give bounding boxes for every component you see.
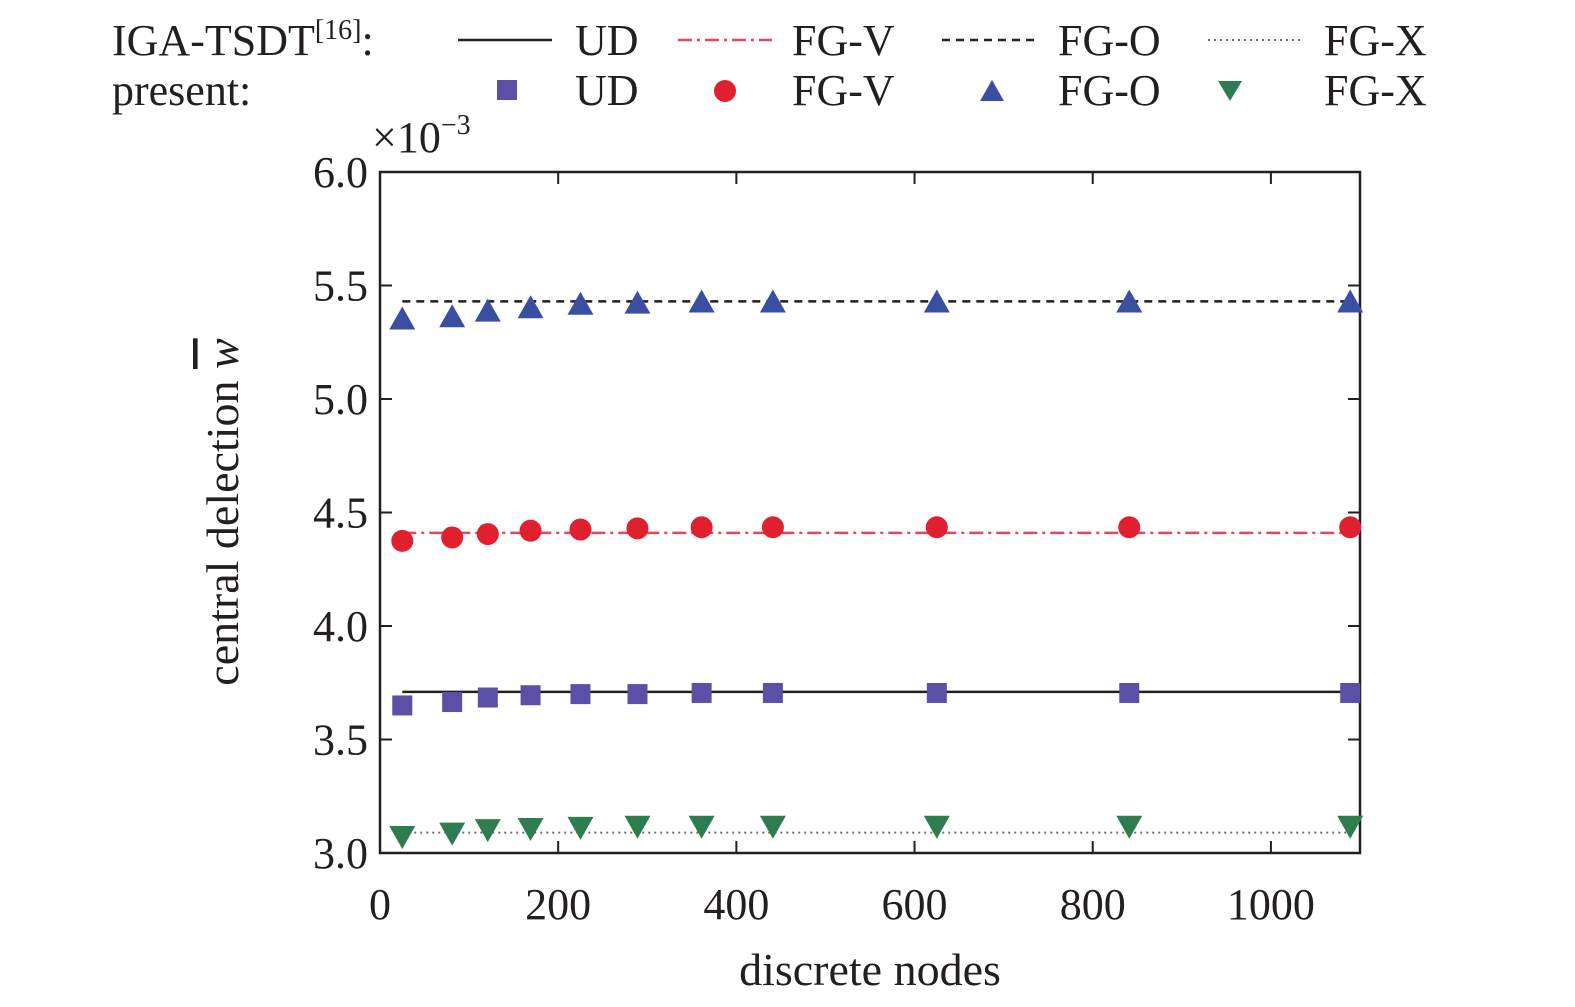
y-axis-symbol: w bbox=[197, 338, 248, 369]
data-point-ud bbox=[477, 687, 498, 708]
data-point-fg-v bbox=[476, 523, 499, 546]
data-point-fg-v bbox=[761, 516, 784, 539]
y-tick-label: 5.0 bbox=[313, 375, 368, 424]
legend-marker-fgo bbox=[980, 80, 1004, 101]
data-point-fg-v bbox=[569, 518, 592, 541]
data-point-ud bbox=[442, 692, 463, 713]
data-point-fg-o bbox=[474, 298, 501, 322]
y-axis-title-text: central delection w bbox=[197, 338, 248, 686]
legend: IGA-TSDT[16]: present: UD FG-V FG-O FG-X… bbox=[112, 15, 1427, 115]
data-point-fg-o bbox=[389, 306, 416, 330]
data-point-fg-x bbox=[389, 825, 416, 849]
plot-frame bbox=[378, 170, 1362, 855]
data-point-fg-v bbox=[441, 526, 464, 549]
data-point-ud bbox=[691, 682, 712, 703]
legend-label-fgv-marker: FG-V bbox=[792, 66, 895, 115]
data-point-ud bbox=[627, 684, 648, 705]
data-point-fg-v bbox=[1118, 516, 1141, 539]
data-point-fg-o bbox=[1116, 289, 1143, 313]
legend-label-fgv-line: FG-V bbox=[792, 16, 895, 65]
legend-row2-title: present: bbox=[112, 66, 251, 115]
legend-label-fgo-line: FG-O bbox=[1058, 16, 1161, 65]
data-point-ud bbox=[1340, 682, 1361, 703]
x-tick-label: 600 bbox=[882, 880, 948, 929]
legend-label-ud-line: UD bbox=[575, 16, 639, 65]
x-tick-label: 400 bbox=[703, 880, 769, 929]
data-point-fg-x bbox=[624, 815, 651, 839]
y-multiplier: ×10−3 bbox=[372, 110, 471, 162]
data-point-ud bbox=[1119, 682, 1140, 703]
data-point-fg-v bbox=[925, 516, 948, 539]
data-point-ud bbox=[926, 682, 947, 703]
x-tick-label: 200 bbox=[525, 880, 591, 929]
data-point-fg-x bbox=[567, 816, 594, 840]
data-point-fg-x bbox=[759, 815, 786, 839]
legend-marker-ud bbox=[497, 80, 517, 100]
data-point-fg-x bbox=[517, 818, 544, 842]
data-point-fg-o bbox=[1337, 289, 1364, 313]
data-point-fg-x bbox=[474, 819, 501, 843]
data-point-ud bbox=[570, 684, 591, 705]
legend-label-fgx-marker: FG-X bbox=[1324, 66, 1427, 115]
data-point-fg-o bbox=[517, 295, 544, 319]
data-point-ud bbox=[392, 695, 413, 716]
data-point-fg-v bbox=[626, 517, 649, 540]
data-point-fg-v bbox=[1339, 516, 1362, 539]
legend-label-fgx-line: FG-X bbox=[1324, 16, 1427, 65]
data-point-ud bbox=[520, 685, 541, 706]
data-point-fg-x bbox=[1337, 815, 1364, 839]
x-tick-label: 800 bbox=[1060, 880, 1126, 929]
legend-marker-fgv bbox=[714, 80, 736, 102]
data-point-fg-v bbox=[690, 516, 713, 539]
data-point-fg-x bbox=[688, 815, 715, 839]
legend-row1-ref: [16] bbox=[315, 15, 362, 46]
y-tick-label: 4.0 bbox=[313, 602, 368, 651]
x-tick-label: 0 bbox=[369, 880, 391, 929]
y-tick-label: 3.0 bbox=[313, 829, 368, 878]
data-point-fg-o bbox=[923, 289, 950, 313]
legend-label-fgo-marker: FG-O bbox=[1058, 66, 1161, 115]
data-point-fg-x bbox=[923, 815, 950, 839]
data-point-fg-x bbox=[439, 822, 466, 846]
y-tick-label: 3.5 bbox=[313, 716, 368, 765]
y-tick-label: 4.5 bbox=[313, 489, 368, 538]
data-point-fg-o bbox=[688, 289, 715, 313]
data-point-fg-o bbox=[759, 289, 786, 313]
data-point-fg-o bbox=[567, 291, 594, 315]
legend-row1-title: IGA-TSDT[16]: bbox=[112, 15, 374, 65]
x-axis-title: discrete nodes bbox=[739, 944, 1001, 995]
legend-marker-fgx bbox=[1218, 81, 1242, 101]
data-point-fg-o bbox=[439, 304, 466, 328]
plot-area: 0 200 400 600 800 1000 3.0 3.5 4.0 4.5 5.0 5.5 6.0 bbox=[313, 148, 1364, 929]
data-point-fg-o bbox=[624, 290, 651, 314]
data-point-fg-v bbox=[391, 529, 414, 552]
legend-label-ud-marker: UD bbox=[575, 66, 639, 115]
y-tick-label: 5.5 bbox=[313, 262, 368, 311]
y-tick-label: 6.0 bbox=[313, 148, 368, 197]
data-point-fg-x bbox=[1116, 815, 1143, 839]
y-axis-title: central delection w bbox=[197, 338, 248, 686]
data-point-ud bbox=[762, 682, 783, 703]
x-tick-label: 1000 bbox=[1227, 880, 1315, 929]
data-point-fg-v bbox=[519, 519, 542, 542]
